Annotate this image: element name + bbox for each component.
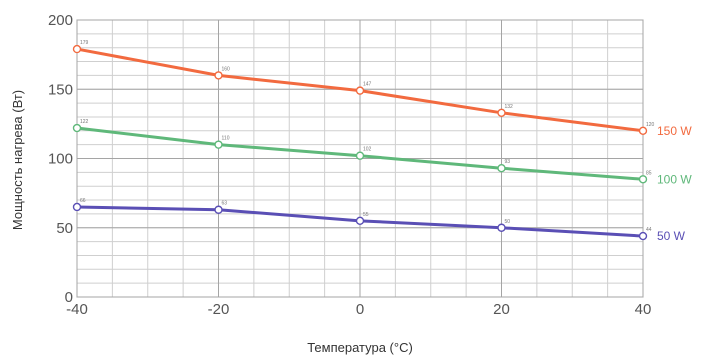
- data-point: [72, 123, 82, 133]
- x-tick-label: 40: [635, 301, 652, 318]
- axes: 0 50 100 150 200 -40 -20 0 20 40: [48, 12, 651, 318]
- data-label: 66: [80, 198, 86, 204]
- data-label: 120: [646, 122, 655, 128]
- data-label: 132: [505, 104, 514, 110]
- y-axis-title: Мощность нагрева (Вт): [10, 90, 25, 230]
- y-tick-label: 150: [48, 81, 73, 98]
- data-label: 122: [80, 119, 89, 125]
- data-label: 50: [505, 219, 511, 225]
- data-point: [72, 202, 82, 212]
- data-label: 85: [646, 170, 652, 176]
- y-tick-label: 50: [56, 220, 73, 237]
- data-label: 110: [222, 136, 230, 142]
- data-point: [638, 231, 648, 241]
- data-point: [497, 163, 506, 173]
- series-1: 179 160 147 132 120: [72, 40, 655, 136]
- legend: 150 W 100 W 50 W: [657, 124, 692, 243]
- data-label: 55: [363, 212, 369, 218]
- data-point: [497, 223, 506, 232]
- y-tick-label: 200: [48, 12, 73, 29]
- legend-entry: 50 W: [657, 229, 686, 243]
- data-label: 179: [80, 40, 89, 46]
- data-label: 44: [646, 227, 652, 233]
- data-point: [355, 86, 365, 95]
- data-point: [497, 108, 506, 117]
- data-point: [214, 140, 223, 149]
- data-point: [638, 175, 648, 184]
- data-label: 63: [222, 201, 228, 207]
- x-tick-label: 20: [493, 301, 510, 318]
- data-point: [214, 71, 223, 80]
- data-point: [72, 44, 82, 54]
- x-tick-label: 0: [356, 301, 364, 318]
- data-point: [638, 126, 648, 136]
- series-layer: 179 160 147 132 120 122 110 102 93 85 66 63 55 50 44: [72, 40, 655, 241]
- grid: [76, 19, 644, 298]
- series-3: 66 63 55 50 44: [72, 198, 652, 241]
- data-label: 102: [363, 147, 372, 153]
- y-tick-label: 100: [48, 151, 73, 168]
- data-point: [214, 205, 223, 214]
- y-tick-label: 0: [65, 289, 73, 306]
- legend-entry: 150 W: [657, 124, 692, 138]
- data-label: 93: [505, 159, 511, 165]
- data-label: 160: [222, 66, 231, 72]
- series-2: 122 110 102 93 85: [72, 119, 652, 184]
- data-point: [355, 216, 365, 226]
- x-tick-label: -40: [66, 301, 88, 318]
- data-label: 147: [363, 82, 372, 88]
- x-axis-title: Температура (°C): [307, 340, 413, 355]
- data-point: [355, 151, 365, 160]
- legend-entry: 100 W: [657, 172, 692, 186]
- x-tick-label: -20: [208, 301, 230, 318]
